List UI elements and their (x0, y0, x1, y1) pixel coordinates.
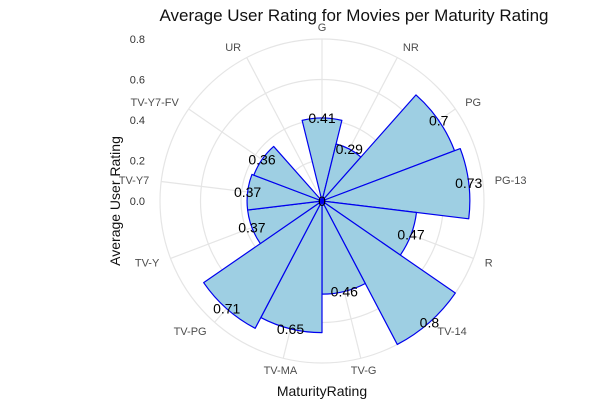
radial-ticks: 0.0 0.2 0.4 0.6 0.8 (130, 34, 145, 208)
value-label: 0.29 (336, 141, 363, 157)
bar-pg-13 (321, 147, 471, 220)
bars (203, 94, 471, 346)
value-label: 0.7 (429, 113, 449, 129)
category-label: TV-PG (174, 326, 207, 338)
category-label: TV-Y7-FV (131, 97, 180, 109)
value-labels: 0.410.29 0.7 0.73 0.47 0.8 0.46 0.65 0.71 0.37 0.… (213, 110, 482, 337)
center-point (319, 198, 325, 204)
x-axis-title: MaturityRating (277, 383, 367, 399)
category-label: PG-13 (495, 175, 527, 187)
radial-tick-label: 0.8 (130, 34, 145, 46)
value-label: 0.37 (234, 184, 261, 200)
category-label: UR (225, 42, 241, 54)
value-label: 0.8 (420, 314, 440, 330)
bar-tv-y7-fv (253, 145, 323, 202)
value-label: 0.37 (238, 220, 265, 236)
value-label: 0.71 (213, 301, 240, 317)
value-label: 0 (318, 193, 326, 209)
category-label: TV-Y (135, 258, 160, 270)
category-label: R (485, 258, 493, 270)
value-label: 0.46 (331, 283, 358, 299)
value-label: 0.73 (455, 175, 482, 191)
radial-tick-label: 0.4 (130, 115, 145, 127)
category-label: TV-MA (264, 365, 298, 377)
bar-g (301, 117, 343, 202)
y-axis-title: Average User Rating (107, 136, 123, 266)
grid-spoke (246, 57, 323, 202)
category-label: G (318, 22, 327, 34)
value-label: 0.65 (277, 321, 304, 337)
radial-tick-label: 0.2 (130, 156, 145, 168)
value-label: 0.41 (308, 110, 335, 126)
category-label: TV-14 (437, 326, 466, 338)
radial-tick-label: 0.6 (130, 75, 145, 87)
value-label: 0.36 (248, 152, 275, 168)
radial-tick-label: 0.0 (130, 196, 145, 208)
category-label: TV-Y7 (119, 175, 150, 187)
category-label: PG (465, 97, 481, 109)
chart-title: Average User Rating for Movies per Matur… (160, 6, 549, 25)
category-label: NR (403, 42, 419, 54)
bar-tv-y7 (246, 173, 323, 211)
bar-tv-14 (321, 200, 456, 346)
bar-tv-pg (203, 200, 323, 329)
category-labels: G NR PG PG-13 R TV-14 TV-G TV-MA TV-PG TV-Y TV-Y7 T… (119, 22, 527, 377)
value-label: 0.47 (397, 227, 424, 243)
category-label: TV-G (351, 365, 377, 377)
